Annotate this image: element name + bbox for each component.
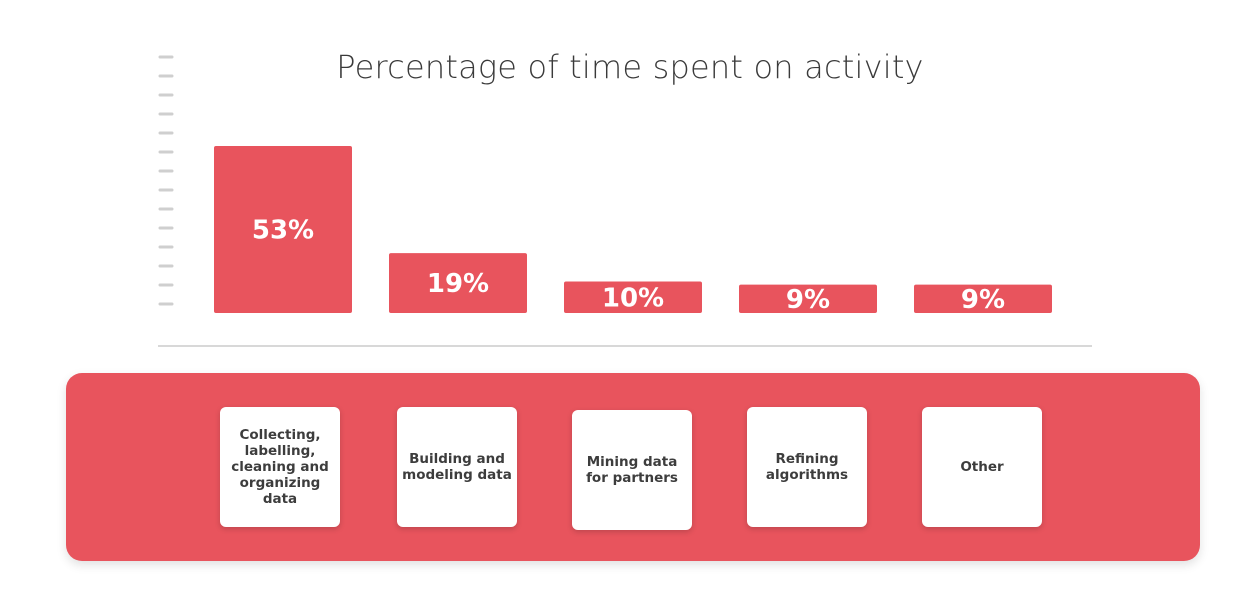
bar-data-label: 9% [961, 285, 1005, 315]
category-card: Collecting, labelling, cleaning and orga… [220, 407, 340, 527]
bar-data-label: 53% [252, 216, 314, 246]
bar [739, 284, 877, 313]
category-card: Refining algorithms [747, 407, 867, 527]
bar [564, 281, 702, 313]
category-label: Building and modeling data [402, 451, 512, 483]
category-label: Mining data for partners [586, 454, 678, 486]
category-panel: Collecting, labelling, cleaning and orga… [66, 373, 1200, 561]
bar-labels: 53% 19% 10% 9% 9% [252, 216, 1005, 315]
bar-chart: 53% 19% 10% 9% 9% [158, 55, 1092, 347]
category-card: Mining data for partners [572, 410, 692, 530]
category-label: Other [960, 459, 1004, 475]
bar [914, 284, 1052, 313]
bars [214, 146, 1052, 313]
bar [389, 253, 527, 313]
category-label: Collecting, labelling, cleaning and orga… [231, 427, 329, 507]
category-label: Refining algorithms [765, 451, 849, 483]
category-card: Building and modeling data [397, 407, 517, 527]
bar-data-label: 10% [602, 283, 664, 313]
y-axis-ticks [158, 55, 174, 306]
chart-title: Percentage of time spent on activity [336, 48, 924, 86]
bar [214, 146, 352, 313]
bar-data-label: 9% [786, 285, 830, 315]
bar-data-label: 19% [427, 269, 489, 299]
category-card: Other [922, 407, 1042, 527]
